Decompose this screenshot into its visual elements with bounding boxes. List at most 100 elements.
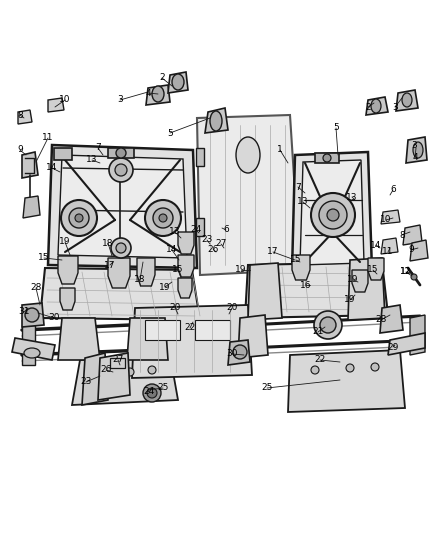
Text: 7: 7 bbox=[295, 182, 301, 191]
Circle shape bbox=[411, 274, 417, 280]
Polygon shape bbox=[292, 255, 310, 280]
Text: 26: 26 bbox=[100, 366, 112, 375]
Polygon shape bbox=[348, 258, 385, 320]
Polygon shape bbox=[178, 255, 194, 277]
Polygon shape bbox=[245, 262, 388, 318]
Polygon shape bbox=[58, 155, 187, 258]
Polygon shape bbox=[292, 152, 372, 272]
Circle shape bbox=[148, 366, 156, 374]
Polygon shape bbox=[48, 98, 64, 112]
Polygon shape bbox=[132, 305, 252, 378]
Polygon shape bbox=[248, 263, 282, 320]
Polygon shape bbox=[168, 72, 188, 93]
Text: 24: 24 bbox=[143, 387, 155, 397]
Bar bbox=[108, 148, 134, 158]
Text: 3: 3 bbox=[392, 102, 398, 111]
Text: 14: 14 bbox=[370, 240, 381, 249]
Text: 16: 16 bbox=[300, 280, 312, 289]
Text: 13: 13 bbox=[297, 198, 309, 206]
Circle shape bbox=[147, 388, 157, 398]
Bar bbox=[315, 153, 339, 163]
Text: 24: 24 bbox=[191, 225, 201, 235]
Text: 18: 18 bbox=[102, 238, 114, 247]
Polygon shape bbox=[410, 240, 428, 261]
Polygon shape bbox=[18, 110, 32, 124]
Text: 10: 10 bbox=[59, 95, 71, 104]
Text: 19: 19 bbox=[235, 265, 247, 274]
Polygon shape bbox=[380, 305, 403, 333]
Polygon shape bbox=[410, 315, 425, 355]
Polygon shape bbox=[178, 278, 192, 298]
Polygon shape bbox=[108, 258, 130, 288]
Text: 28: 28 bbox=[375, 316, 387, 325]
Circle shape bbox=[314, 311, 342, 339]
Polygon shape bbox=[58, 256, 78, 284]
Text: 23: 23 bbox=[201, 236, 213, 245]
Ellipse shape bbox=[402, 93, 412, 107]
Circle shape bbox=[233, 345, 247, 359]
Circle shape bbox=[323, 154, 331, 162]
Bar bbox=[196, 218, 204, 236]
Polygon shape bbox=[48, 145, 197, 268]
Text: 22: 22 bbox=[184, 324, 196, 333]
Ellipse shape bbox=[210, 111, 222, 131]
Text: 14: 14 bbox=[166, 246, 178, 254]
Text: 18: 18 bbox=[134, 276, 146, 285]
Text: 12: 12 bbox=[400, 268, 412, 277]
Polygon shape bbox=[22, 152, 38, 178]
Polygon shape bbox=[127, 318, 168, 360]
Text: 29: 29 bbox=[387, 343, 399, 351]
Circle shape bbox=[371, 363, 379, 371]
Polygon shape bbox=[388, 333, 425, 355]
Circle shape bbox=[346, 364, 354, 372]
Text: 13: 13 bbox=[86, 156, 98, 165]
Text: 3: 3 bbox=[411, 141, 417, 149]
Text: 2: 2 bbox=[365, 102, 371, 111]
Text: 15: 15 bbox=[367, 265, 379, 274]
Circle shape bbox=[311, 366, 319, 374]
Ellipse shape bbox=[24, 348, 40, 358]
Bar bbox=[110, 358, 125, 368]
Circle shape bbox=[116, 243, 126, 253]
Text: 22: 22 bbox=[314, 356, 325, 365]
Polygon shape bbox=[23, 196, 40, 218]
Polygon shape bbox=[82, 353, 108, 405]
Text: 19: 19 bbox=[59, 238, 71, 246]
Polygon shape bbox=[146, 85, 170, 105]
Polygon shape bbox=[60, 288, 75, 310]
Text: 12: 12 bbox=[400, 268, 412, 277]
Circle shape bbox=[115, 164, 127, 176]
Circle shape bbox=[153, 208, 173, 228]
Polygon shape bbox=[137, 258, 155, 286]
Circle shape bbox=[320, 317, 336, 333]
Polygon shape bbox=[12, 338, 55, 360]
Polygon shape bbox=[366, 97, 388, 115]
Text: 7: 7 bbox=[95, 143, 101, 152]
Polygon shape bbox=[228, 340, 250, 365]
Circle shape bbox=[143, 384, 161, 402]
Text: 4: 4 bbox=[145, 88, 151, 98]
Polygon shape bbox=[406, 137, 427, 163]
Text: 4: 4 bbox=[412, 154, 418, 163]
Text: 28: 28 bbox=[30, 284, 42, 293]
Polygon shape bbox=[352, 270, 368, 292]
Circle shape bbox=[116, 148, 126, 158]
Bar bbox=[195, 320, 230, 340]
Circle shape bbox=[327, 209, 339, 221]
Text: 11: 11 bbox=[382, 247, 394, 256]
Circle shape bbox=[75, 214, 83, 222]
Text: 6: 6 bbox=[390, 185, 396, 195]
Bar bbox=[54, 148, 72, 160]
Circle shape bbox=[145, 200, 181, 236]
Text: 23: 23 bbox=[80, 377, 92, 386]
Bar bbox=[196, 148, 204, 166]
Text: 8: 8 bbox=[17, 110, 23, 119]
Text: 19: 19 bbox=[159, 282, 171, 292]
Polygon shape bbox=[381, 238, 398, 254]
Text: 31: 31 bbox=[18, 308, 30, 317]
Text: 20: 20 bbox=[226, 303, 238, 312]
Ellipse shape bbox=[172, 74, 184, 90]
Text: 25: 25 bbox=[261, 384, 273, 392]
Polygon shape bbox=[396, 90, 418, 111]
Text: 30: 30 bbox=[48, 313, 60, 322]
